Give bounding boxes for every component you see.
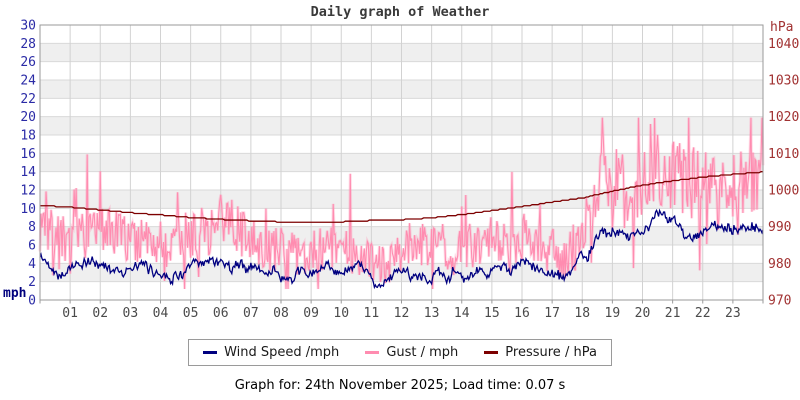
legend-item-gust-mph: Gust / mph xyxy=(365,345,458,360)
svg-text:26: 26 xyxy=(20,55,36,70)
svg-text:1030: 1030 xyxy=(768,74,799,89)
svg-text:1010: 1010 xyxy=(768,147,799,162)
svg-text:04: 04 xyxy=(153,306,169,321)
svg-text:21: 21 xyxy=(665,306,681,321)
legend: Wind Speed /mph Gust / mph Pressure / hPa xyxy=(0,339,800,366)
legend-swatch-wind-speed-mph xyxy=(203,351,218,354)
svg-text:09: 09 xyxy=(303,306,319,321)
pressure-line xyxy=(40,171,763,223)
page-title: Daily graph of Weather xyxy=(310,4,490,20)
svg-text:8: 8 xyxy=(28,220,36,235)
svg-text:12: 12 xyxy=(394,306,410,321)
footer-text: Graph for: 24th November 2025; Load time… xyxy=(234,378,566,393)
svg-text:14: 14 xyxy=(454,306,470,321)
weather-chart: 0246810121416182022242628309709809901000… xyxy=(20,19,799,322)
svg-text:03: 03 xyxy=(123,306,139,321)
svg-text:1020: 1020 xyxy=(768,110,799,125)
svg-text:06: 06 xyxy=(213,306,229,321)
svg-text:19: 19 xyxy=(605,306,621,321)
svg-text:20: 20 xyxy=(635,306,651,321)
svg-text:12: 12 xyxy=(20,184,36,199)
svg-text:18: 18 xyxy=(20,129,36,144)
left-axis-unit-label: mph xyxy=(3,286,27,301)
svg-text:1040: 1040 xyxy=(768,37,799,52)
svg-text:16: 16 xyxy=(514,306,530,321)
legend-label: Wind Speed /mph xyxy=(224,345,340,360)
legend-swatch-gust-mph xyxy=(365,351,380,354)
svg-text:30: 30 xyxy=(20,19,36,34)
svg-text:10: 10 xyxy=(333,306,349,321)
svg-text:08: 08 xyxy=(273,306,289,321)
svg-text:13: 13 xyxy=(424,306,440,321)
svg-text:14: 14 xyxy=(20,165,36,180)
x-axis-labels: 01 02 03 04 05 06 07 08 09 10 11 12 13 14 15 16 17 18 19 20… xyxy=(62,306,740,321)
svg-text:1000: 1000 xyxy=(768,184,799,199)
svg-text:990: 990 xyxy=(768,220,791,235)
svg-text:2: 2 xyxy=(28,275,36,290)
svg-text:01: 01 xyxy=(62,306,78,321)
x-axis-ticks xyxy=(39,300,764,304)
legend-box: Wind Speed /mph Gust / mph Pressure / hPa xyxy=(188,339,612,366)
svg-text:0: 0 xyxy=(28,294,36,309)
svg-text:20: 20 xyxy=(20,110,36,125)
svg-text:4: 4 xyxy=(28,257,36,272)
legend-item-wind-speed-mph: Wind Speed /mph xyxy=(203,345,339,360)
svg-text:24: 24 xyxy=(20,74,36,89)
svg-text:22: 22 xyxy=(20,92,36,107)
svg-text:05: 05 xyxy=(183,306,199,321)
svg-text:23: 23 xyxy=(725,306,741,321)
svg-text:17: 17 xyxy=(544,306,560,321)
svg-text:07: 07 xyxy=(243,306,259,321)
right-axis-unit-label: hPa xyxy=(770,20,794,35)
svg-text:18: 18 xyxy=(574,306,590,321)
legend-label: Gust / mph xyxy=(386,345,459,360)
svg-text:970: 970 xyxy=(768,294,791,309)
svg-text:10: 10 xyxy=(20,202,36,217)
svg-text:22: 22 xyxy=(695,306,711,321)
svg-text:15: 15 xyxy=(484,306,500,321)
svg-text:11: 11 xyxy=(364,306,380,321)
svg-text:16: 16 xyxy=(20,147,36,162)
wind-speed-line xyxy=(39,208,764,290)
svg-text:980: 980 xyxy=(768,257,791,272)
right-axis-labels: 970 980 990 1000 1010 1020 1030 1040 xyxy=(768,37,799,309)
legend-item-pressure-hpa: Pressure / hPa xyxy=(484,345,597,360)
legend-label: Pressure / hPa xyxy=(505,345,597,360)
svg-text:02: 02 xyxy=(92,306,108,321)
svg-text:28: 28 xyxy=(20,37,36,52)
legend-swatch-pressure-hpa xyxy=(484,351,499,354)
svg-text:6: 6 xyxy=(28,239,36,254)
gust-line xyxy=(38,117,765,290)
